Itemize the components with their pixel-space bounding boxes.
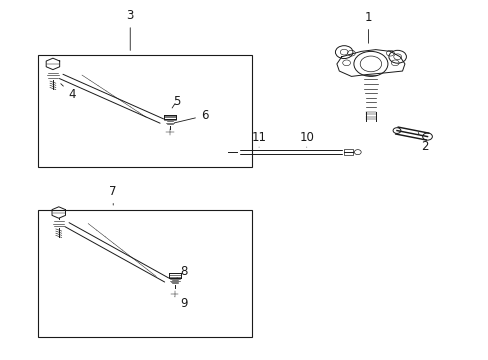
Text: 2: 2 <box>417 132 427 153</box>
Bar <box>228 149 237 155</box>
Bar <box>38 55 251 167</box>
Text: 8: 8 <box>177 265 187 278</box>
Text: 10: 10 <box>299 131 313 147</box>
Text: 9: 9 <box>174 297 187 310</box>
Text: 6: 6 <box>174 109 208 123</box>
Bar <box>38 210 251 337</box>
Text: 11: 11 <box>251 131 266 147</box>
Text: 3: 3 <box>126 9 134 50</box>
Text: 1: 1 <box>364 11 371 43</box>
Text: 7: 7 <box>109 185 117 205</box>
Bar <box>344 149 352 155</box>
Text: 5: 5 <box>172 95 180 108</box>
Text: 4: 4 <box>61 84 76 101</box>
